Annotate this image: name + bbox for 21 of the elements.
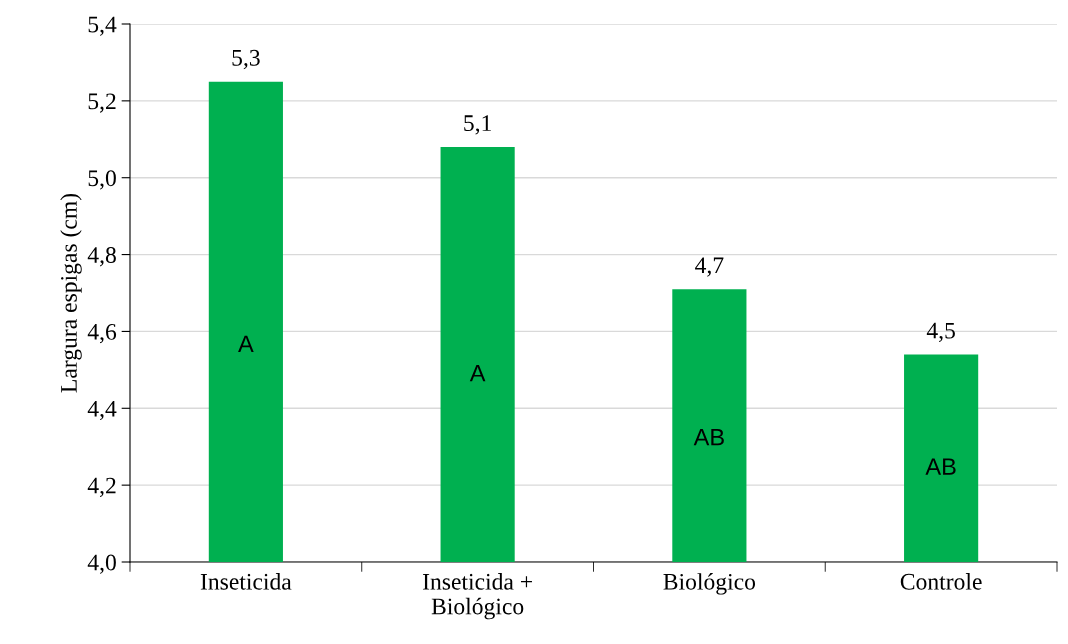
annotation: A <box>238 335 254 352</box>
x-tick-label: Biológico <box>663 573 756 595</box>
y-tick-label: 4,6 <box>87 323 117 344</box>
annotation: AB <box>925 458 956 475</box>
y-tick-label: 5,2 <box>88 93 116 113</box>
y-tick-label: 4,2 <box>87 477 116 497</box>
annotation: AB <box>693 429 724 446</box>
y-tick-label: 5,4 <box>88 16 117 36</box>
data-label: 4,5 <box>926 322 955 342</box>
data-label: 5,3 <box>232 49 260 70</box>
data-label: 4,7 <box>695 257 724 277</box>
x-tick-label: Inseticida + Biológico <box>422 573 532 620</box>
y-tick-label: 5,0 <box>88 170 116 190</box>
y-tick-label: 4,4 <box>87 400 117 421</box>
data-label: 5,1 <box>464 115 491 135</box>
annotation: A <box>469 365 486 382</box>
y-axis-title: Largura espigas (cm) <box>60 193 82 393</box>
x-tick-label: Controle <box>900 573 982 590</box>
y-tick-label: 4,0 <box>87 554 116 574</box>
y-tick-label: 4,8 <box>87 247 116 267</box>
x-tick-label: Inseticida <box>200 573 292 590</box>
